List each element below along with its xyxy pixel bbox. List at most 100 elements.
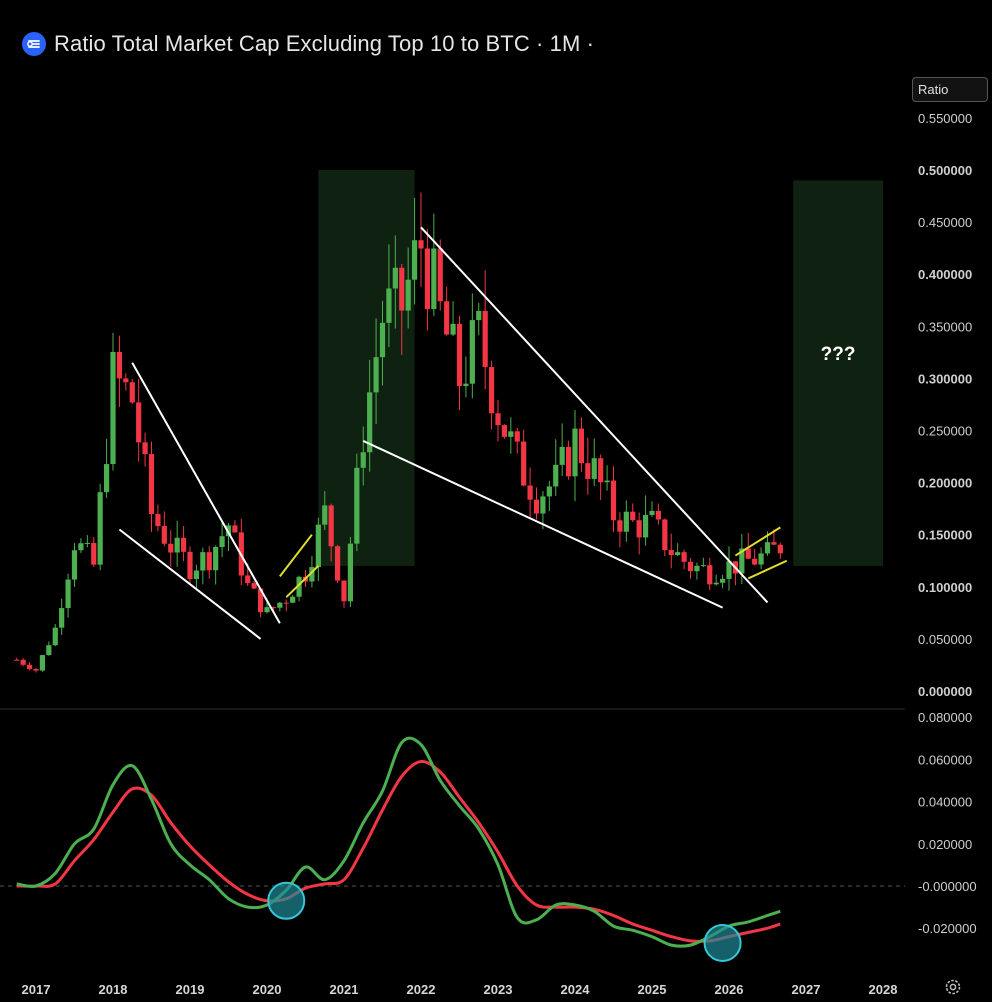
candle-body — [508, 431, 514, 437]
trendline-3 — [362, 440, 724, 609]
candle-body — [334, 546, 341, 581]
candle-body — [501, 425, 508, 437]
candle-body — [103, 464, 110, 493]
candle-body — [180, 537, 187, 552]
candle-body — [630, 511, 636, 521]
candle-body — [642, 514, 649, 538]
candle-body — [59, 608, 65, 628]
candle-body — [283, 602, 289, 604]
channel-1-lower — [285, 565, 320, 598]
candle-body — [360, 452, 366, 468]
candle-body — [553, 464, 559, 487]
candle-body — [610, 480, 617, 521]
candle-body — [700, 565, 706, 567]
candle-body — [14, 659, 20, 661]
trendlines — [118, 226, 788, 640]
candle-body — [200, 552, 206, 571]
time-tick-label: 2017 — [22, 982, 51, 997]
candle-body — [418, 240, 424, 249]
oscillator-tick-label: 0.080000 — [918, 710, 972, 725]
scale-mode-badge[interactable]: Ratio — [912, 77, 988, 102]
candle-body — [277, 602, 283, 608]
candle-body — [739, 548, 745, 574]
price-tick-label: 0.550000 — [918, 111, 972, 126]
signal-line — [16, 759, 781, 943]
candle-body — [488, 367, 495, 414]
crossover-marker-1 — [267, 881, 306, 920]
highlight-zone-2 — [793, 180, 883, 566]
time-tick-label: 2025 — [638, 982, 667, 997]
oscillator-series — [16, 736, 781, 948]
time-tick-label: 2026 — [715, 982, 744, 997]
oscillator-line — [16, 736, 781, 948]
candle-body — [424, 248, 431, 310]
price-tick-label: 0.400000 — [918, 267, 972, 282]
candle-body — [129, 382, 135, 403]
oscillator-tick-label: -0.020000 — [918, 921, 977, 936]
candle-body — [431, 248, 437, 310]
candle-body — [598, 458, 604, 483]
candle-body — [174, 537, 180, 553]
candle-body — [46, 645, 52, 656]
candle-body — [399, 267, 405, 311]
highlight-zone-1 — [318, 170, 415, 566]
time-tick-label: 2020 — [253, 982, 282, 997]
candle-body — [623, 511, 629, 532]
channel-2-lower — [747, 559, 788, 580]
candle-body — [681, 552, 687, 562]
candle-body — [771, 542, 777, 545]
channel-1-upper — [279, 534, 313, 577]
candle-body — [764, 542, 771, 554]
candle-body — [315, 524, 321, 568]
time-tick-label: 2022 — [407, 982, 436, 997]
candle-body — [540, 496, 546, 514]
candle-body — [463, 383, 469, 387]
time-tick-label: 2024 — [561, 982, 591, 997]
candle-body — [719, 578, 726, 583]
candle-body — [354, 467, 360, 544]
candle-body — [469, 320, 475, 384]
trendline-4 — [420, 226, 769, 604]
candle-body — [649, 510, 655, 515]
price-tick-label: 0.100000 — [918, 580, 972, 595]
price-tick-label: 0.250000 — [918, 424, 972, 439]
candle-body — [572, 428, 578, 477]
candle-body — [33, 668, 39, 671]
candle-body — [219, 536, 225, 548]
candle-body — [309, 567, 315, 582]
oscillator-markers — [267, 881, 742, 962]
candle-body — [655, 510, 662, 520]
gear-icon[interactable] — [944, 978, 962, 996]
candle-body — [675, 552, 681, 556]
candle-body — [123, 378, 129, 383]
candle-body — [411, 240, 418, 280]
tradingview-logo-icon — [22, 32, 46, 56]
candle-body — [514, 431, 520, 442]
candle-body — [84, 542, 90, 544]
candle-body — [668, 550, 674, 556]
candle-body — [617, 520, 623, 532]
candle-body — [367, 392, 373, 453]
candle-body — [213, 547, 219, 571]
candle-body — [328, 505, 334, 547]
price-tick-label: 0.200000 — [918, 476, 972, 491]
oscillator-axis: 0.080000 0.060000 0.040000 0.020000 -0.00000… — [918, 710, 977, 936]
candle-body — [296, 576, 302, 597]
candle-body — [65, 579, 71, 609]
candle-body — [39, 655, 46, 671]
candle-body — [341, 580, 347, 602]
candle-body — [97, 492, 103, 565]
price-tick-label: 0.000000 — [918, 684, 972, 699]
candle-body — [116, 351, 123, 379]
price-tick-label: 0.450000 — [918, 215, 972, 230]
oscillator-tick-label: 0.040000 — [918, 795, 972, 810]
candle-body — [405, 279, 411, 311]
candle-body — [495, 413, 501, 426]
candle-body — [713, 582, 719, 585]
candle-body — [379, 322, 386, 358]
candle-body — [604, 480, 610, 483]
price-tick-label: 0.300000 — [918, 371, 972, 386]
candle-body — [257, 588, 264, 613]
price-axis: 0.550000 0.500000 0.450000 0.400000 0.350000… — [918, 111, 972, 699]
